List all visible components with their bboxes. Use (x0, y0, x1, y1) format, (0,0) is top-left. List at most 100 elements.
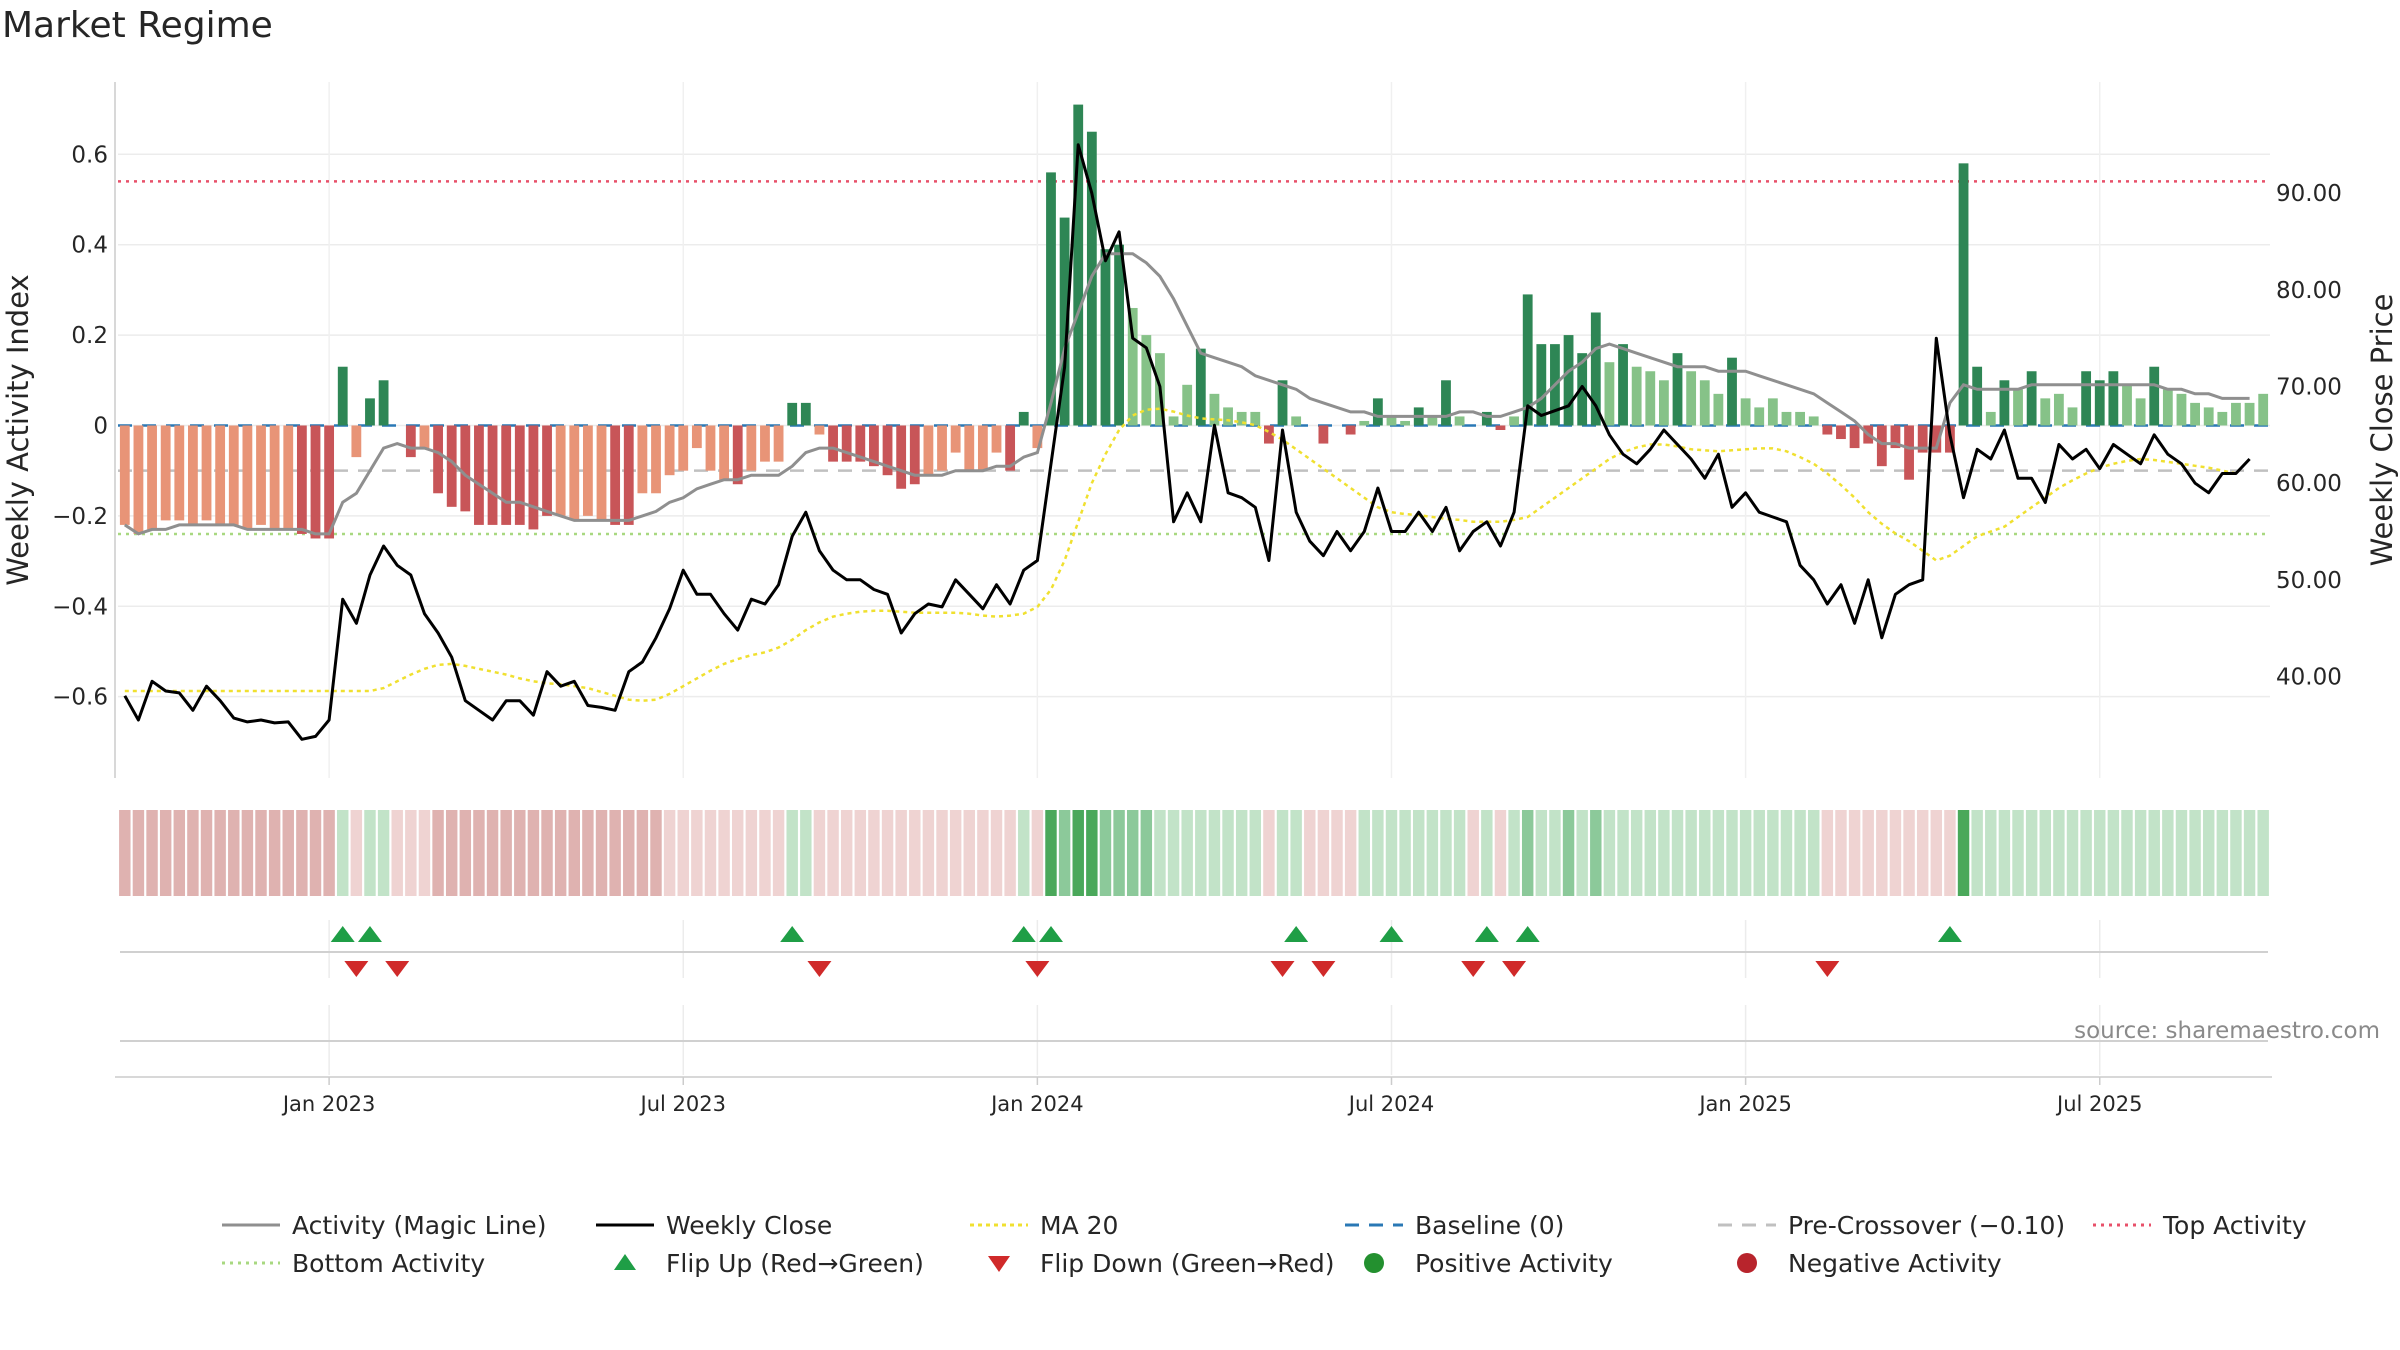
activity-bar (1890, 425, 1901, 449)
activity-bar (1563, 335, 1574, 426)
activity-bar (378, 380, 389, 426)
regime-cell (418, 810, 431, 896)
left-tick-label: 0.4 (71, 233, 108, 259)
regime-cell (1413, 810, 1425, 896)
regime-cell (1603, 810, 1616, 896)
regime-cell (1126, 810, 1139, 896)
activity-bar (746, 425, 757, 471)
regime-cell (1617, 810, 1629, 896)
regime-cell (1453, 810, 1466, 896)
regime-cell (1590, 810, 1602, 896)
regime-cell (2148, 810, 2160, 896)
regime-cell (732, 810, 744, 896)
regime-cell (1249, 810, 1262, 896)
activity-bar (937, 425, 947, 471)
activity-bars (119, 104, 2269, 539)
activity-bar (964, 425, 975, 471)
regime-cell (2039, 810, 2051, 896)
regime-cell (473, 810, 485, 896)
regime-cell (2243, 810, 2256, 896)
flip-up-marker (1284, 926, 1309, 942)
legend-swatch-up (614, 1254, 636, 1270)
activity-bar (1754, 407, 1765, 426)
right-tick-label: 60.00 (2276, 471, 2342, 497)
regime-cell (1876, 810, 1888, 896)
right-tick-label: 70.00 (2276, 375, 2342, 401)
regime-cell (854, 810, 867, 896)
regime-cell (1481, 810, 1493, 896)
regime-cell (1072, 810, 1084, 896)
activity-bar (773, 425, 784, 462)
activity-bar (651, 425, 661, 494)
left-tick-label: −0.4 (52, 594, 108, 620)
activity-bar (351, 425, 362, 458)
regime-cell (159, 810, 172, 896)
activity-bar (1182, 384, 1193, 426)
regime-cell (1426, 810, 1439, 896)
activity-bar (2162, 389, 2173, 426)
activity-bar (787, 402, 798, 426)
regime-cell (650, 810, 662, 896)
regime-cell (1372, 810, 1384, 896)
flip-down-marker (1461, 961, 1486, 977)
regime-cell (990, 810, 1003, 896)
activity-bar (2053, 393, 2064, 426)
regime-cell (691, 810, 703, 896)
legend-label: Weekly Close (666, 1211, 832, 1240)
activity-bar (365, 398, 375, 426)
activity-bar (1195, 348, 1206, 426)
left-tick-label: −0.2 (52, 504, 108, 530)
activity-bar (1808, 416, 1819, 426)
regime-cell (1099, 810, 1112, 896)
flip-panel (120, 920, 2268, 1075)
activity-bar (405, 425, 416, 458)
activity-bar (2244, 402, 2255, 426)
regime-cell (595, 810, 608, 896)
flip-down-marker (1311, 961, 1336, 977)
regime-cell (1494, 810, 1507, 896)
activity-bar (1699, 380, 1710, 426)
flip-up-marker (1474, 926, 1499, 942)
regime-cell (1753, 810, 1765, 896)
activity-bar (2122, 384, 2132, 426)
activity-bar (419, 425, 430, 449)
regime-cell (1658, 810, 1670, 896)
activity-bar (596, 425, 607, 521)
activity-bar (610, 425, 621, 525)
activity-bar (242, 425, 253, 530)
legend-swatch-down (988, 1256, 1010, 1272)
regime-cell (1699, 810, 1711, 896)
activity-bar (2108, 371, 2119, 426)
activity-bar (1767, 398, 1778, 426)
regime-cell (1263, 810, 1275, 896)
activity-bar (1795, 411, 1806, 426)
regime-cell (1971, 810, 1983, 896)
legend-label: Negative Activity (1788, 1249, 2002, 1278)
regime-cell (282, 810, 294, 896)
regime-cell (1848, 810, 1861, 896)
regime-cell (296, 810, 308, 896)
regime-cell (1630, 810, 1643, 896)
regime-cell (636, 810, 649, 896)
regime-cell (1862, 810, 1874, 896)
chart-title: Market Regime (2, 5, 273, 46)
regime-cell (1235, 810, 1248, 896)
regime-cell (949, 810, 962, 896)
legend-label: MA 20 (1040, 1211, 1118, 1240)
activity-bar (1836, 425, 1846, 440)
regime-cell (2053, 810, 2065, 896)
regime-cell (337, 810, 349, 896)
regime-cell (187, 810, 199, 896)
activity-bar (1359, 420, 1370, 426)
flip-down-marker (807, 961, 832, 977)
activity-bar (119, 425, 130, 525)
activity-bar (1481, 411, 1492, 426)
regime-cell (1521, 810, 1534, 896)
regime-cell (1004, 810, 1016, 896)
regime-cell (2025, 810, 2038, 896)
regime-cell (772, 810, 785, 896)
activity-bar (1917, 425, 1928, 453)
legend-label: Top Activity (2162, 1211, 2307, 1240)
activity-bar (215, 425, 226, 525)
activity-bar (2026, 371, 2037, 426)
